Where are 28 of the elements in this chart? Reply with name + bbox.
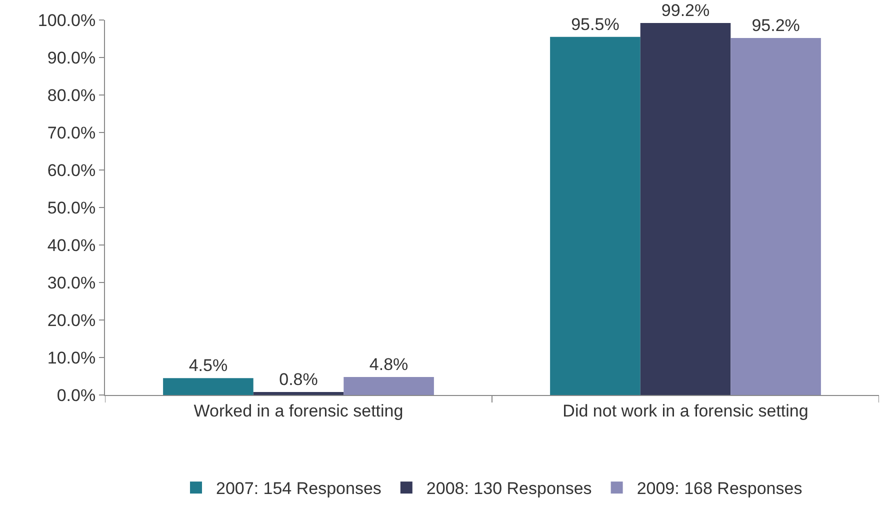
- y-tick-label: 50.0%: [47, 198, 96, 218]
- y-tick-label: 20.0%: [47, 310, 96, 330]
- bar: [253, 392, 344, 395]
- y-tick-label: 0.0%: [56, 386, 96, 405]
- legend-label: 2008: 130 Responses: [426, 479, 592, 498]
- x-tick-label: Worked in a forensic setting: [194, 401, 404, 420]
- legend-label: 2007: 154 Responses: [216, 479, 382, 498]
- data-label: 99.2%: [661, 1, 710, 20]
- data-label: 4.8%: [369, 355, 408, 374]
- y-tick-label: 30.0%: [47, 273, 96, 292]
- y-tick-label: 10.0%: [47, 348, 96, 368]
- y-tick-label: 100.0%: [38, 10, 96, 30]
- x-tick-label: Did not work in a forensic setting: [562, 401, 808, 420]
- y-tick-label: 80.0%: [47, 86, 96, 105]
- y-tick-label: 40.0%: [47, 236, 96, 255]
- bar: [730, 38, 821, 395]
- legend-label: 2009: 168 Responses: [636, 479, 802, 498]
- y-tick-label: 70.0%: [47, 123, 96, 142]
- data-label: 95.2%: [752, 16, 800, 35]
- y-tick-label: 90.0%: [47, 48, 96, 68]
- bar: [163, 378, 254, 395]
- y-tick-label: 60.0%: [47, 160, 96, 180]
- data-label: 0.8%: [279, 370, 318, 389]
- data-label: 4.5%: [188, 356, 228, 376]
- bar: [550, 36, 640, 395]
- bar: [344, 377, 434, 395]
- bar: [640, 23, 731, 395]
- data-label: 95.5%: [571, 14, 620, 34]
